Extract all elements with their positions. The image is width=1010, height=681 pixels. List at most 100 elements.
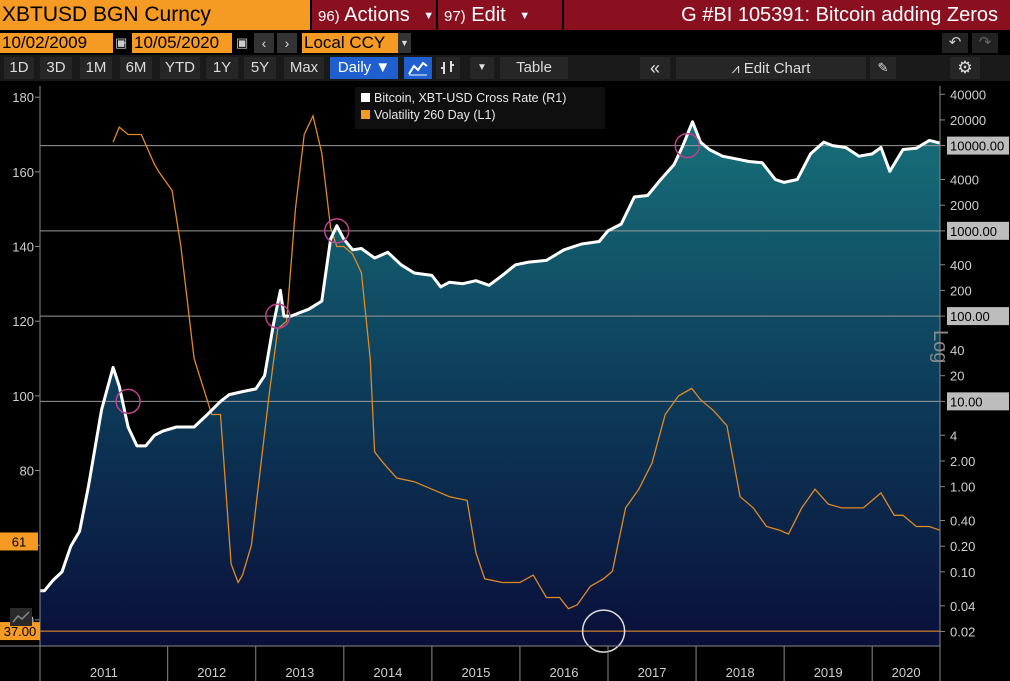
volatility-series: [112, 113, 941, 610]
redo-icon[interactable]: ↷: [972, 33, 998, 53]
annotate-icon[interactable]: ✎: [870, 57, 896, 79]
right-tick-label: 0.04: [950, 599, 975, 614]
right-tick-label: 0.20: [950, 539, 975, 554]
chart-edit-icon: ⩘: [731, 60, 740, 76]
edit-shortcut: 97): [444, 8, 466, 25]
price-line: [40, 120, 941, 593]
prev-period-button[interactable]: ‹: [254, 33, 274, 53]
right-tick-label: 400: [950, 258, 972, 273]
annotation-circle: [265, 303, 291, 329]
range-6m[interactable]: 6M: [120, 57, 152, 79]
range-ytd[interactable]: YTD: [160, 57, 200, 79]
x-tick-label: 2012: [197, 665, 226, 680]
x-tick-label: 2018: [726, 665, 755, 680]
range-max[interactable]: Max: [284, 57, 324, 79]
x-tick-label: 2019: [814, 665, 843, 680]
range-1d[interactable]: 1D: [4, 57, 34, 79]
range-1m[interactable]: 1M: [80, 57, 112, 79]
right-tick-label: 10.00: [950, 394, 983, 409]
period-select[interactable]: Daily ▼: [330, 57, 398, 79]
right-tick-box: [947, 307, 1009, 326]
calendar-icon[interactable]: ▣: [236, 35, 249, 50]
annotation-circle: [115, 388, 141, 415]
chevron-down-icon: ▼: [423, 9, 435, 22]
right-axis-label: Log: [929, 330, 951, 364]
mini-chart-icon-line: [12, 611, 30, 623]
actions-menu[interactable]: 96) Actions ▼: [312, 0, 436, 30]
x-tick-label: 2017: [638, 665, 667, 680]
line-chart-icon[interactable]: [404, 57, 432, 79]
legend-swatch: [361, 93, 370, 102]
annotation-circle: [581, 609, 626, 653]
right-tick-label: 0.02: [950, 624, 975, 639]
threshold-value-label: 37.00: [4, 624, 37, 639]
threshold-box: [0, 622, 40, 641]
collapse-icon[interactable]: «: [640, 57, 670, 79]
x-tick-label: 2014: [373, 665, 402, 680]
currency-select[interactable]: Local CCY: [302, 33, 398, 53]
chart-title: G #BI 105391: Bitcoin adding Zeros: [564, 0, 1010, 30]
annotation-circle: [324, 218, 350, 244]
right-tick-label: 0.40: [950, 514, 975, 529]
price-series: [40, 120, 941, 593]
legend-box: [355, 87, 605, 129]
right-tick-box: [947, 136, 1009, 155]
right-tick-box: [947, 392, 1009, 411]
right-tick-label: 20: [950, 369, 964, 384]
legend-label: Volatility 260 Day (L1): [374, 108, 496, 122]
end-date-input[interactable]: 10/05/2020: [132, 33, 232, 53]
title-bar: XBTUSD BGN Curncy 96) Actions ▼ 97) Edit…: [0, 0, 1010, 30]
right-tick-label: 1.00: [950, 480, 975, 495]
gear-icon[interactable]: ⚙: [950, 57, 980, 79]
current-value-box: [0, 532, 38, 551]
ohlc-chart-icon[interactable]: [436, 57, 460, 79]
reference-lines: [0, 145, 940, 632]
table-button[interactable]: Table: [500, 57, 568, 79]
actions-shortcut: 96): [318, 8, 340, 25]
x-tick-label: 2013: [285, 665, 314, 680]
date-separator: -: [121, 34, 127, 51]
annotation-circle: [674, 132, 701, 159]
mini-chart-icon: [10, 608, 32, 626]
x-tick-label: 2011: [90, 665, 118, 680]
range-1y[interactable]: 1Y: [206, 57, 238, 79]
edit-menu[interactable]: 97) Edit ▼: [438, 0, 562, 30]
x-tick-label: 2020: [892, 665, 921, 680]
ticker-field[interactable]: XBTUSD BGN Curncy: [0, 0, 310, 30]
annotations: [115, 132, 701, 653]
undo-icon[interactable]: ↶: [942, 33, 968, 53]
edit-chart-label: Edit Chart: [743, 60, 811, 77]
current-value-label: 61: [12, 534, 26, 549]
volatility-line: [112, 113, 941, 610]
right-tick-label: 100.00: [950, 309, 990, 324]
right-tick-label: 4: [950, 428, 957, 443]
x-tick-label: 2016: [550, 665, 579, 680]
edit-label: Edit: [471, 4, 506, 26]
chevron-down-icon[interactable]: ▼: [398, 33, 411, 53]
right-tick-label: 20000: [950, 113, 986, 128]
right-tick-label: 1000.00: [950, 224, 997, 239]
left-tick-label: 160: [12, 165, 34, 180]
actions-label: Actions: [344, 4, 410, 26]
left-tick-label: 120: [12, 314, 34, 329]
right-tick-label: 0.10: [950, 565, 975, 580]
next-period-button[interactable]: ›: [277, 33, 297, 53]
right-tick-label: 2000: [950, 198, 979, 213]
chevron-down-icon: ▼: [519, 9, 531, 22]
chart-type-dropdown-icon[interactable]: ▼: [470, 57, 494, 79]
right-tick-label: 40: [950, 343, 964, 358]
left-tick-label: 100: [12, 389, 34, 404]
start-date-input[interactable]: 10/02/2009: [0, 33, 113, 53]
left-tick-label: 140: [12, 240, 34, 255]
right-tick-label: 10000.00: [950, 139, 1004, 154]
right-tick-label: 4000: [950, 173, 979, 188]
calendar-icon[interactable]: ▣: [115, 35, 128, 50]
x-tick-label: 2015: [461, 665, 490, 680]
chart: 4060801001201401601806137.000.020.040.10…: [0, 86, 1009, 681]
range-5y[interactable]: 5Y: [244, 57, 276, 79]
legend: Bitcoin, XBT-USD Cross Rate (R1) Volatili…: [355, 87, 605, 129]
price-area: [40, 121, 940, 647]
edit-chart-button[interactable]: ⩘ Edit Chart: [676, 57, 866, 79]
right-tick-label: 2.00: [950, 454, 975, 469]
range-3d[interactable]: 3D: [40, 57, 72, 79]
